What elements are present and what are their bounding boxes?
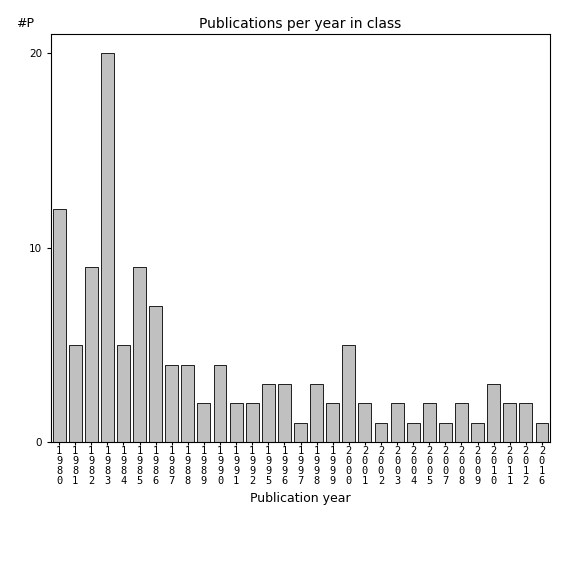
- Bar: [166, 365, 178, 442]
- Bar: [519, 403, 532, 442]
- X-axis label: Publication year: Publication year: [250, 492, 351, 505]
- Bar: [214, 365, 226, 442]
- Title: Publications per year in class: Publications per year in class: [200, 18, 401, 31]
- Bar: [69, 345, 82, 442]
- Bar: [487, 384, 500, 442]
- Bar: [375, 423, 387, 442]
- Bar: [503, 403, 516, 442]
- Bar: [181, 365, 194, 442]
- Bar: [278, 384, 291, 442]
- Bar: [133, 267, 146, 442]
- Bar: [85, 267, 98, 442]
- Bar: [101, 53, 114, 442]
- Bar: [262, 384, 275, 442]
- Bar: [407, 423, 420, 442]
- Text: #P: #P: [16, 17, 34, 30]
- Bar: [423, 403, 435, 442]
- Bar: [391, 403, 404, 442]
- Bar: [342, 345, 356, 442]
- Bar: [358, 403, 371, 442]
- Bar: [294, 423, 307, 442]
- Bar: [310, 384, 323, 442]
- Bar: [53, 209, 66, 442]
- Bar: [197, 403, 210, 442]
- Bar: [117, 345, 130, 442]
- Bar: [246, 403, 259, 442]
- Bar: [149, 306, 162, 442]
- Bar: [535, 423, 548, 442]
- Bar: [455, 403, 468, 442]
- Bar: [230, 403, 243, 442]
- Bar: [326, 403, 339, 442]
- Bar: [439, 423, 452, 442]
- Bar: [471, 423, 484, 442]
